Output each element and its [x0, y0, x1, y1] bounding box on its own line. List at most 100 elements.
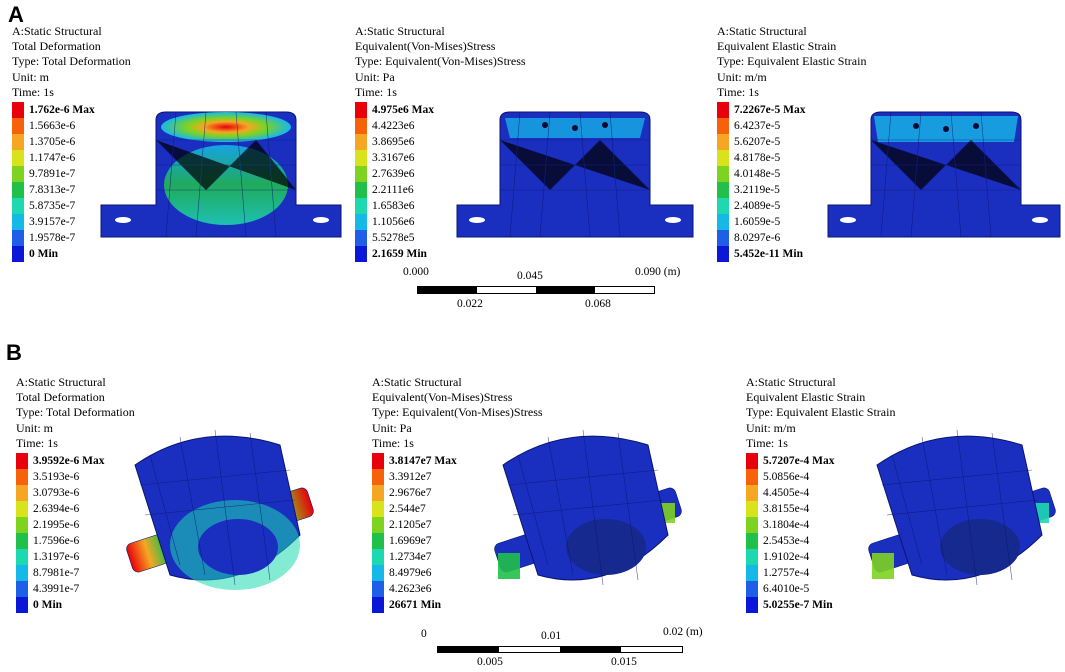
legend-swatch [12, 166, 24, 182]
legend-swatch [16, 533, 28, 549]
legend-swatch [16, 453, 28, 469]
scale-tick-label: 0.045 [517, 270, 543, 282]
legend-swatch [717, 214, 729, 230]
legend-swatch [12, 150, 24, 166]
legend-swatch [355, 150, 367, 166]
result-name: Total Deformation [12, 39, 101, 54]
legend-swatch [746, 517, 758, 533]
result-type: Type: Equivalent(Von-Mises)Stress [372, 405, 543, 420]
scale-tick-label: 0.015 [611, 656, 637, 668]
legend-value: 6.4010e-5 [763, 583, 810, 595]
scale-tick-label: 0.090 (m) [635, 266, 681, 278]
legend-value: 6.4237e-5 [734, 120, 781, 132]
legend-swatch [355, 198, 367, 214]
legend-swatch [746, 533, 758, 549]
result-type: Type: Equivalent Elastic Strain [746, 405, 896, 420]
legend-swatch [12, 214, 24, 230]
legend-swatch [355, 246, 367, 262]
legend-value: 3.8695e6 [372, 136, 415, 148]
contour-a3-header: A:Static Structural Equivalent Elastic S… [717, 24, 866, 100]
legend-value: 1.5663e-6 [29, 120, 76, 132]
result-time: Time: 1s [717, 84, 759, 99]
legend-value: 1.1747e-6 [29, 152, 76, 164]
legend-swatch [16, 485, 28, 501]
scale-tick-label: 0.000 [403, 266, 429, 278]
legend-swatch [12, 182, 24, 198]
legend-swatch [746, 565, 758, 581]
legend-value: 3.9157e-7 [29, 216, 76, 228]
legend-value: 9.7891e-7 [29, 168, 76, 180]
legend-value: 26671 Min [389, 599, 442, 611]
legend-swatch [16, 517, 28, 533]
legend-value: 4.0148e-5 [734, 168, 781, 180]
legend-swatch [355, 182, 367, 198]
analysis-title: A:Static Structural [355, 24, 445, 38]
legend-value: 5.7207e-4 Max [763, 455, 835, 467]
legend-swatch [372, 581, 384, 597]
legend-swatch [12, 134, 24, 150]
legend-value: 1.2734e7 [389, 551, 432, 563]
result-name: Total Deformation [16, 390, 105, 405]
legend-value: 5.8735e-7 [29, 200, 76, 212]
scale-bar-graphic [417, 286, 655, 294]
legend-swatch [372, 533, 384, 549]
result-time: Time: 1s [355, 84, 397, 99]
analysis-title: A:Static Structural [16, 375, 106, 389]
result-type: Type: Total Deformation [12, 54, 131, 69]
legend-value: 4.975e6 Max [372, 104, 434, 116]
scale-tick-label: 0.02 (m) [663, 626, 703, 638]
legend-value: 0 Min [29, 248, 59, 260]
legend-swatch [16, 581, 28, 597]
legend-swatch [717, 230, 729, 246]
legend-swatch [372, 469, 384, 485]
result-time: Time: 1s [12, 84, 54, 99]
scale-bar-a: 0.000 0.045 0.090 (m) 0.022 0.068 [395, 266, 680, 316]
legend-swatch [355, 118, 367, 134]
contour-a1-header: A:Static Structural Total Deformation Ty… [12, 24, 131, 100]
legend-value: 4.8178e-5 [734, 152, 781, 164]
legend-value: 1.6583e6 [372, 200, 415, 212]
result-unit: Unit: m [12, 69, 50, 84]
legend-value: 3.1804e-4 [763, 519, 810, 531]
legend-swatch [746, 453, 758, 469]
legend-value: 3.3912e7 [389, 471, 432, 483]
legend-value: 1.3197e-6 [33, 551, 80, 563]
legend-value: 2.2111e6 [372, 184, 414, 196]
result-type: Type: Equivalent(Von-Mises)Stress [355, 54, 526, 69]
legend-swatch [16, 501, 28, 517]
analysis-title: A:Static Structural [372, 375, 462, 389]
result-name: Equivalent Elastic Strain [717, 39, 837, 54]
legend-value: 3.5193e-6 [33, 471, 80, 483]
legend-value: 4.4505e-4 [763, 487, 810, 499]
legend-swatch [355, 214, 367, 230]
result-type: Type: Equivalent Elastic Strain [717, 54, 867, 69]
legend-value: 2.1205e7 [389, 519, 432, 531]
legend-swatch [12, 230, 24, 246]
legend-swatch [16, 469, 28, 485]
scale-tick-label: 0.022 [457, 298, 483, 310]
legend-value: 1.6059e-5 [734, 216, 781, 228]
legend-swatch [717, 182, 729, 198]
legend-swatch [746, 581, 758, 597]
legend-value: 1.3705e-6 [29, 136, 76, 148]
legend-swatch [16, 597, 28, 613]
legend-value: 2.7639e6 [372, 168, 415, 180]
legend-value: 8.0297e-6 [734, 232, 781, 244]
analysis-title: A:Static Structural [717, 24, 807, 38]
result-type: Type: Total Deformation [16, 405, 135, 420]
result-unit: Unit: Pa [355, 69, 395, 84]
contour-b2-header: A:Static Structural Equivalent(Von-Mises… [372, 375, 543, 451]
legend-swatch [372, 453, 384, 469]
result-unit: Unit: Pa [372, 420, 412, 435]
legend-value: 8.4979e6 [389, 567, 432, 579]
legend-swatch [372, 517, 384, 533]
legend-swatch [717, 198, 729, 214]
legend-value: 5.0255e-7 Min [763, 599, 833, 611]
legend-swatch [372, 565, 384, 581]
scale-tick-label: 0.005 [477, 656, 503, 668]
legend-swatch [746, 501, 758, 517]
legend-swatch [746, 469, 758, 485]
legend-value: 8.7981e-7 [33, 567, 80, 579]
legend-swatch [16, 565, 28, 581]
legend-value: 4.2623e6 [389, 583, 432, 595]
